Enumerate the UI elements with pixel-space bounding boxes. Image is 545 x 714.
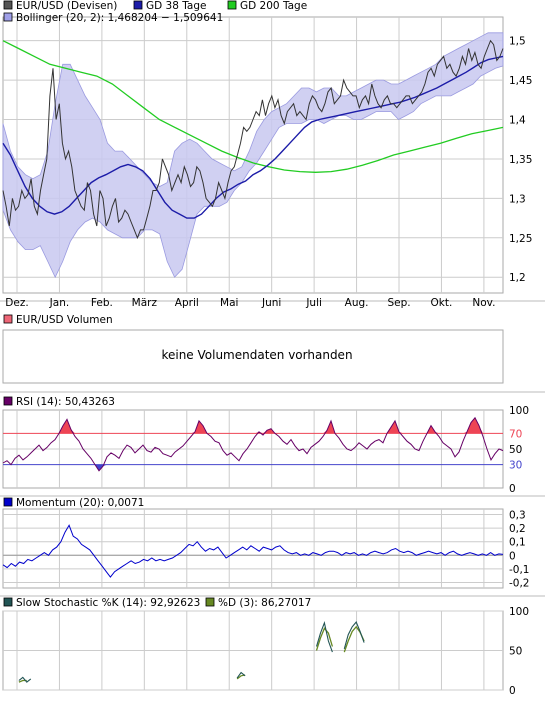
legend-swatch (3, 314, 13, 324)
y-tick-label: 1,35 (509, 154, 532, 166)
y-tick-label: 0,2 (509, 523, 526, 535)
legend-label: GD 38 Tage (146, 0, 207, 12)
y-tick-label: 0 (509, 550, 516, 562)
legend-label: GD 200 Tage (240, 0, 307, 12)
y-tick-label: 100 (509, 606, 529, 618)
rsi-panel: 0 30 50 70 100 RSI (14): 50,43263 (2, 396, 529, 495)
y-tick-label: -0,1 (509, 564, 530, 576)
y-tick-label: 1,5 (509, 36, 526, 48)
volume-empty-message: keine Volumendaten vorhanden (161, 348, 352, 362)
y-tick-label: 0 (509, 685, 516, 697)
y-tick-label: 1,2 (509, 272, 526, 284)
volume-panel: keine Volumendaten vorhanden EUR/USD Vol… (3, 314, 353, 362)
legend-swatch (3, 396, 13, 406)
legend-swatch (3, 597, 13, 607)
legend-swatch (205, 597, 215, 607)
y-tick-label: 70 (509, 428, 522, 440)
y-tick-label: 1,4 (509, 115, 526, 127)
series-price-line (2, 39, 504, 240)
y-tick-label: 0,1 (509, 537, 526, 549)
y-tick-label: 50 (509, 646, 522, 658)
x-tick-label: Mai (220, 297, 238, 309)
series-gd200-line (2, 40, 504, 173)
y-tick-label: 1,3 (509, 193, 526, 205)
momentum-panel: -0,2 -0,1 00,1 0,2 0,3 Momentum (20): 0,0071 (2, 497, 530, 590)
legend-swatch (3, 0, 13, 10)
x-tick-label: Aug. (345, 297, 369, 309)
y-tick-label: 0 (509, 483, 516, 495)
x-tick-label: Jan. (49, 297, 70, 309)
legend-label: Momentum (20): 0,0071 (16, 497, 144, 509)
legend-swatch (3, 12, 13, 22)
x-tick-label: Juli (305, 297, 322, 309)
x-tick-label: Okt. (431, 297, 453, 309)
y-tick-label: 1,25 (509, 233, 532, 245)
x-tick-label: März (132, 297, 158, 309)
y-tick-label: 30 (509, 460, 522, 472)
legend-swatch (3, 497, 13, 507)
legend-label: EUR/USD Volumen (16, 314, 113, 326)
x-tick-label: Dez. (5, 297, 28, 309)
price-panel: 1,2 1,25 1,3 1,35 1,4 1,45 1,5 Dez. Jan. Feb. März… (2, 0, 532, 309)
legend-label: %D (3): 86,27017 (218, 597, 311, 609)
y-tick-label: 50 (509, 444, 522, 456)
legend-label: Bollinger (20, 2): 1,468204 − 1,509641 (16, 12, 223, 24)
legend-label: EUR/USD (Devisen) (16, 0, 117, 12)
series-stoch-k-line (315, 620, 333, 653)
volume-frame (2, 329, 504, 384)
y-tick-label: 1,45 (509, 75, 532, 87)
x-tick-label: Sep. (387, 297, 410, 309)
x-tick-label: April (175, 297, 199, 309)
x-tick-label: Juni (261, 297, 281, 309)
x-tick-label: Feb. (91, 297, 113, 309)
mom-frame (2, 508, 504, 589)
y-tick-label: -0,2 (509, 578, 530, 590)
y-tick-label: 100 (509, 405, 529, 417)
stochastic-panel: 0 50 100 Slow Stochastic %K (14): 92,92623%… (3, 597, 529, 697)
legend-swatch (133, 0, 143, 10)
legend-label: RSI (14): 50,43263 (16, 396, 115, 408)
series-stoch-d-line (315, 627, 334, 651)
legend-label: Slow Stochastic %K (14): 92,92623 (16, 597, 200, 609)
y-tick-label: 0,3 (509, 509, 526, 521)
series-momentum-line (2, 524, 504, 578)
series-stoch-k-line (18, 676, 32, 683)
x-tick-label: Nov. (472, 297, 495, 309)
series-stoch-k-line (236, 671, 246, 679)
series-rsi-line (2, 416, 504, 472)
legend-swatch (227, 0, 237, 10)
series-stoch-k-line (343, 621, 365, 650)
bollinger-band (2, 32, 504, 279)
